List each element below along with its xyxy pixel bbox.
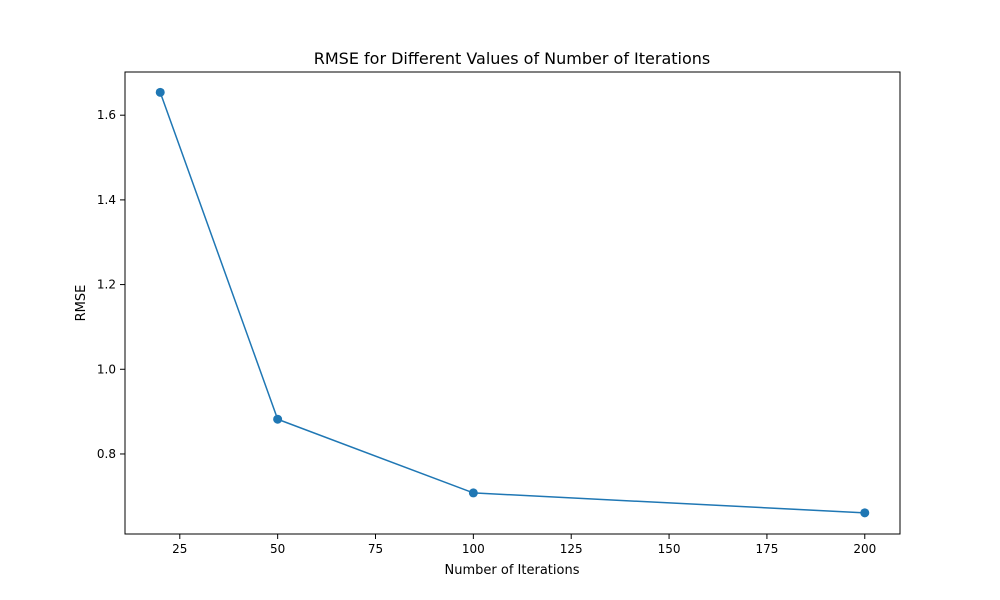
y-tick-label: 1.6 [97, 108, 116, 122]
x-tick-label: 125 [560, 542, 583, 556]
data-point [860, 508, 870, 518]
x-tick-label: 100 [462, 542, 485, 556]
y-tick-label: 1.0 [97, 362, 116, 376]
x-tick-label: 50 [270, 542, 285, 556]
x-axis: 25 50 75 100 125 150 175 200 [172, 534, 876, 556]
data-point [273, 414, 283, 424]
y-axis-label: RMSE [74, 285, 89, 322]
x-tick-label: 200 [853, 542, 876, 556]
y-tick-label: 0.8 [97, 447, 116, 461]
x-tick-label: 25 [172, 542, 187, 556]
x-tick-label: 75 [368, 542, 383, 556]
y-axis: 0.8 1.0 1.2 1.4 1.6 [97, 108, 125, 461]
y-tick-label: 1.2 [97, 278, 116, 292]
series-layer [155, 87, 870, 518]
x-tick-label: 175 [755, 542, 778, 556]
x-tick-label: 150 [658, 542, 681, 556]
plot-area-frame [124, 71, 901, 535]
y-tick-label: 1.4 [97, 193, 116, 207]
x-axis-label: Number of Iterations [445, 563, 580, 578]
data-point [468, 488, 478, 498]
chart-title: RMSE for Different Values of Number of I… [314, 49, 711, 68]
series-line [159, 92, 865, 514]
data-point [155, 87, 165, 97]
